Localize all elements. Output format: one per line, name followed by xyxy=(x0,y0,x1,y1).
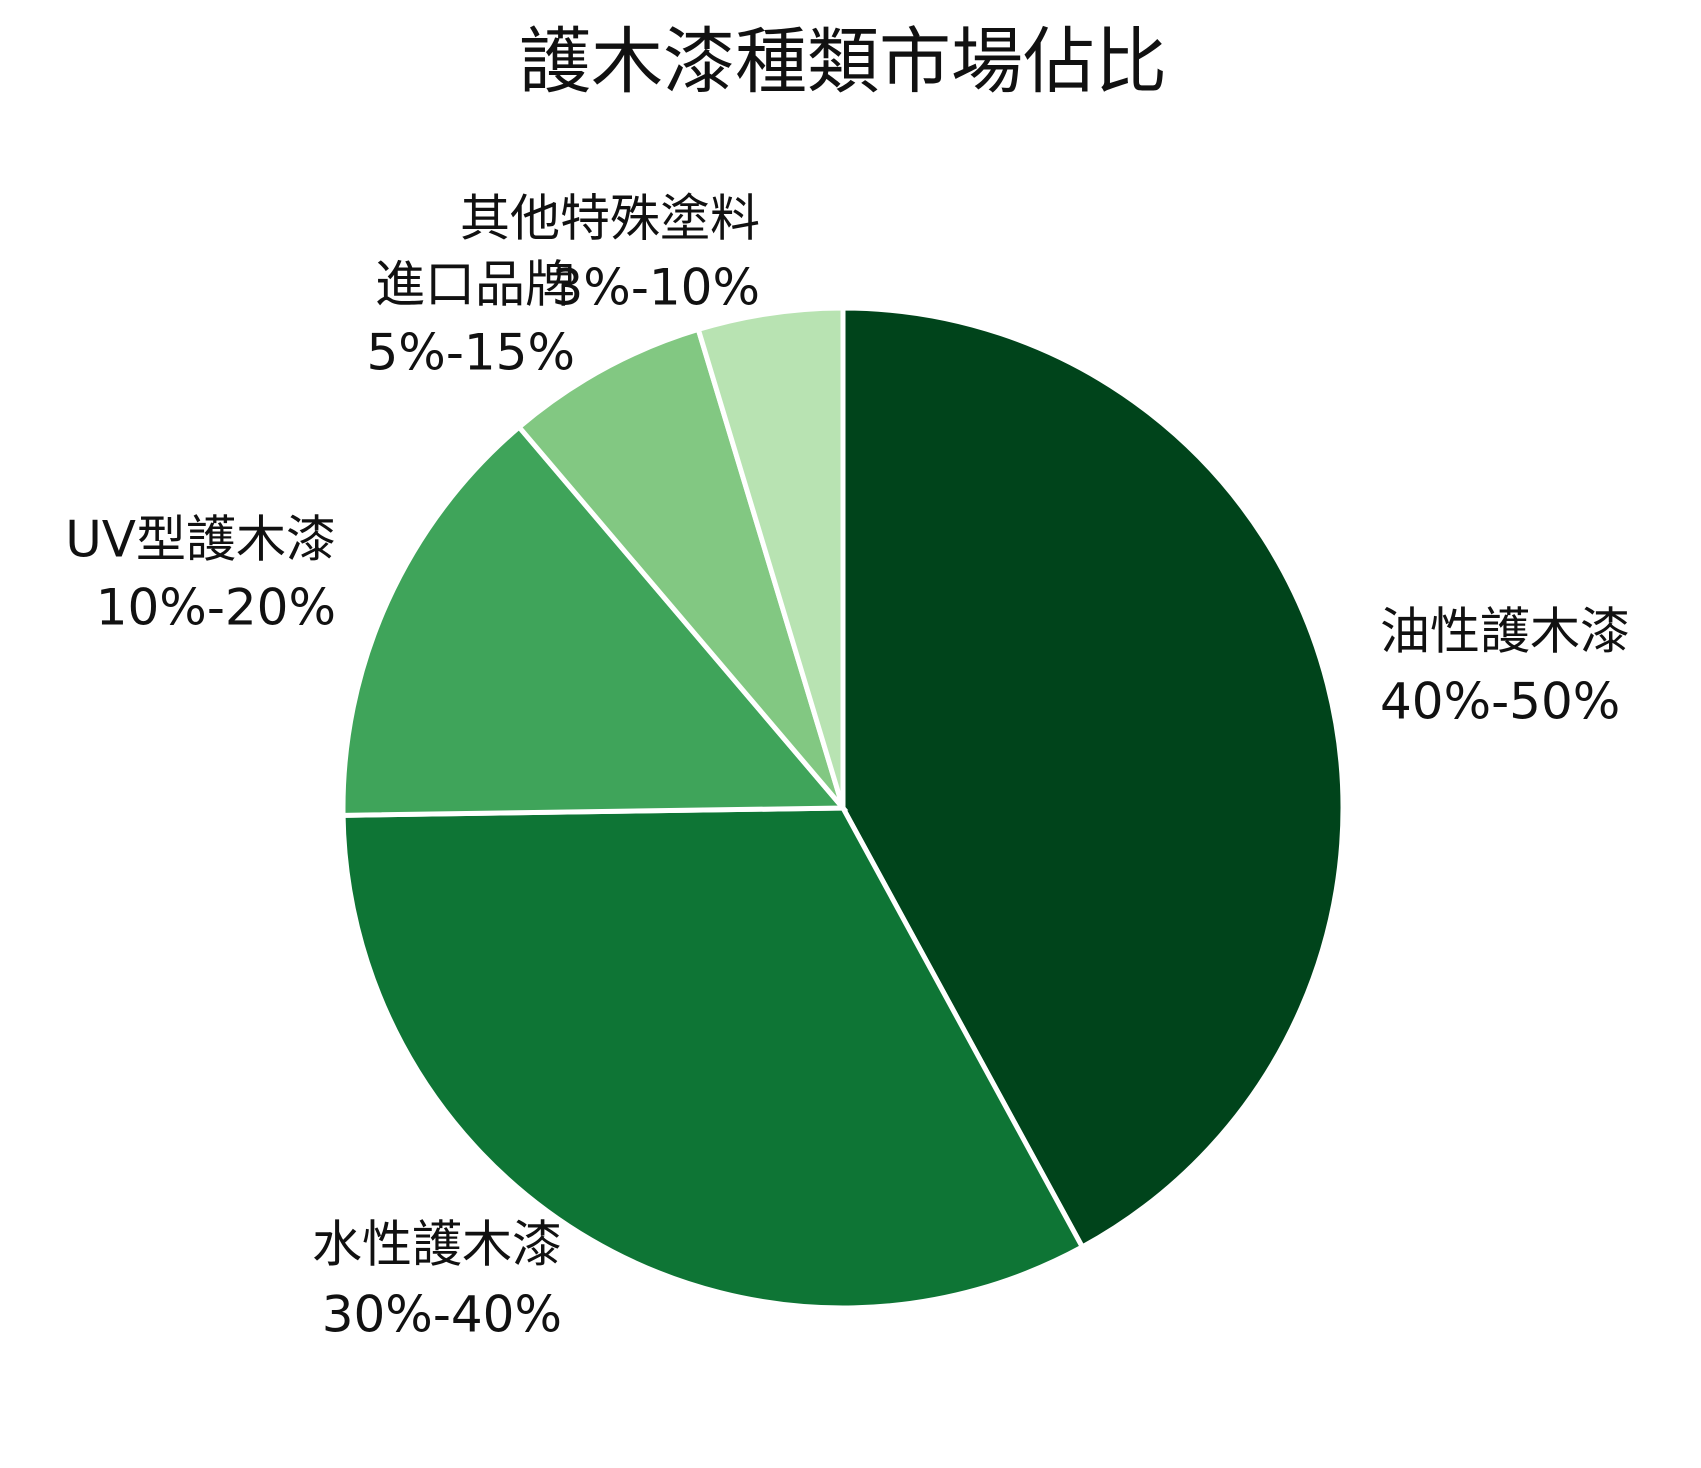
slice-label: 水性護木漆 xyxy=(312,1216,562,1274)
slice-label: 油性護木漆 xyxy=(1380,603,1630,661)
pie-slice xyxy=(340,805,1086,1311)
chart-title: 護木漆種類市場佔比 xyxy=(519,20,1167,104)
pie-slice xyxy=(695,305,846,809)
slice-label: UV型護木漆 xyxy=(65,511,336,569)
pie-slice xyxy=(840,305,1346,1251)
slice-range: 30%-40% xyxy=(322,1286,562,1344)
slice-range: 10%-20% xyxy=(96,579,336,637)
pie-slice xyxy=(340,423,849,818)
slice-range: 40%-50% xyxy=(1380,673,1620,731)
slice-label: 其他特殊塗料 xyxy=(460,190,760,248)
slice-range: 5%-15% xyxy=(367,324,576,382)
pie-slice xyxy=(515,326,846,810)
slice-label: 進口品牌 xyxy=(375,256,575,314)
slice-range: 3%-10% xyxy=(552,259,761,317)
